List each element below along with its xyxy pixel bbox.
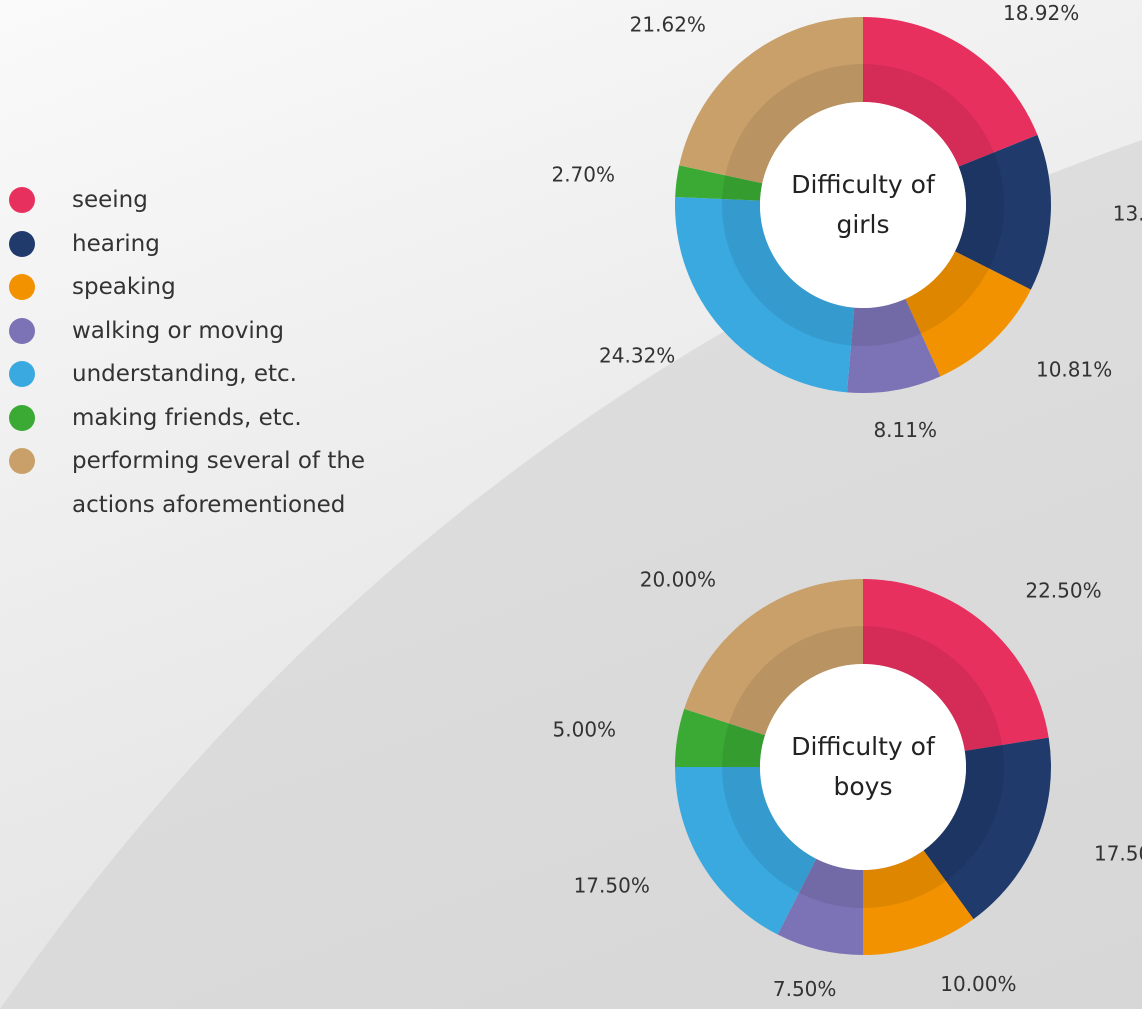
value-label: 24.32% [599, 343, 675, 367]
legend-swatch [9, 187, 35, 213]
legend-swatch [9, 274, 35, 300]
center-hole [760, 664, 966, 870]
value-label: 10.00% [940, 972, 1016, 996]
value-label: 18.92% [1003, 1, 1079, 25]
value-label: 13.51% [1113, 201, 1142, 225]
value-label: 2.70% [551, 162, 615, 186]
value-label: 22.50% [1025, 579, 1101, 603]
slice [954, 134, 1051, 290]
center-hole [760, 102, 966, 308]
center-label: Difficulty of girls [791, 170, 935, 239]
legend-swatch [9, 317, 35, 344]
legend-label: making friends, etc. [72, 404, 302, 431]
value-label: 17.50% [574, 874, 650, 898]
legend-swatch [9, 448, 35, 474]
legend-label: hearing [72, 230, 160, 257]
legend-label: understanding, etc. [72, 361, 297, 387]
slice [863, 579, 1049, 751]
legend-label: walking or moving [72, 317, 284, 344]
slice [675, 767, 817, 935]
legend-label: seeing [72, 187, 148, 213]
slice [905, 251, 1031, 377]
legend-swatch [9, 404, 35, 431]
slice [863, 17, 1038, 167]
slice [679, 17, 863, 184]
inner-shade [722, 64, 1004, 346]
slice [684, 579, 863, 736]
legend-swatch [9, 361, 35, 387]
slice [675, 708, 766, 767]
value-label: 8.11% [873, 418, 937, 442]
legend-label: speaking [72, 274, 176, 300]
slice [923, 737, 1051, 920]
slice [675, 196, 855, 393]
slice [675, 165, 763, 201]
slice [847, 298, 941, 393]
legend-label: performing several of the actions aforem… [72, 448, 366, 518]
legend-swatch [9, 230, 35, 257]
value-label: 17.50% [1094, 842, 1142, 866]
value-label: 20.00% [640, 567, 716, 591]
slice [863, 850, 974, 955]
value-label: 5.00% [553, 718, 617, 742]
value-label: 21.62% [630, 13, 706, 37]
center-label: Difficulty of boys [791, 732, 935, 801]
value-label: 10.81% [1036, 358, 1112, 382]
slice [777, 858, 863, 955]
value-label: 7.50% [773, 977, 837, 1001]
inner-shade [722, 626, 1004, 908]
